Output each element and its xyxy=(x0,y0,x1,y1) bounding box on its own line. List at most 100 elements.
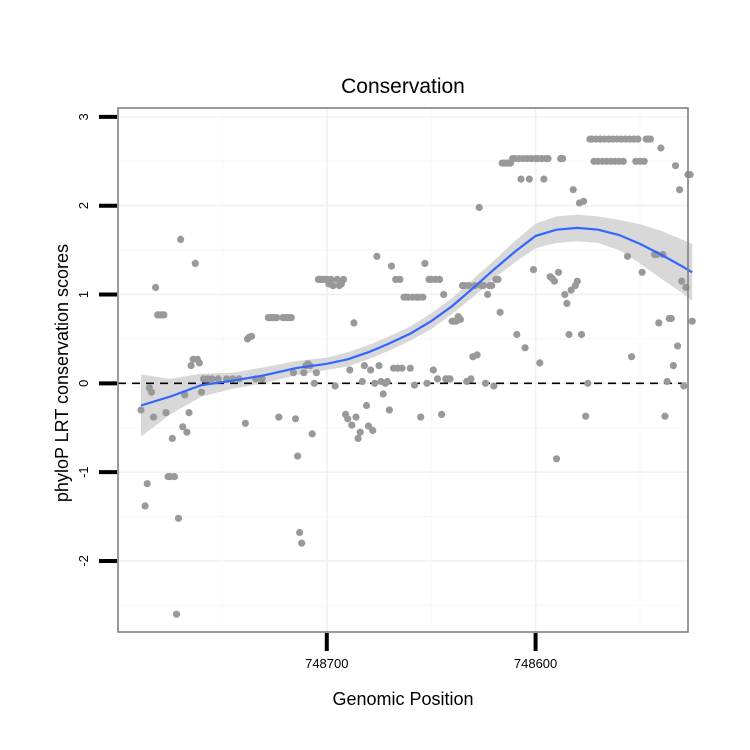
data-point xyxy=(141,502,149,510)
data-point xyxy=(183,428,191,436)
data-point xyxy=(529,266,538,274)
data-point xyxy=(177,235,185,243)
data-point xyxy=(484,290,492,299)
data-point xyxy=(348,421,356,429)
data-point xyxy=(241,419,249,427)
data-point xyxy=(289,369,297,377)
data-point xyxy=(387,262,396,270)
data-point xyxy=(291,415,300,423)
data-point xyxy=(344,415,352,423)
data-point xyxy=(258,375,266,383)
data-point xyxy=(179,423,187,431)
data-point xyxy=(438,410,446,418)
x-tick-label: 748700 xyxy=(305,656,348,671)
data-point xyxy=(676,186,684,194)
data-point xyxy=(565,330,573,339)
data-point xyxy=(383,377,391,386)
data-point xyxy=(354,434,362,442)
data-point xyxy=(379,390,387,398)
plot-frame xyxy=(117,107,689,633)
data-point xyxy=(346,366,354,374)
data-point xyxy=(429,366,437,374)
data-point xyxy=(667,314,675,323)
data-point xyxy=(352,413,360,421)
data-point xyxy=(688,317,696,325)
data-point xyxy=(435,275,444,283)
data-point xyxy=(423,379,431,387)
data-point xyxy=(369,426,377,434)
data-point xyxy=(185,409,193,417)
data-points xyxy=(137,135,696,618)
data-point xyxy=(640,157,648,165)
data-point xyxy=(147,388,155,396)
data-point xyxy=(421,259,429,267)
data-point xyxy=(680,382,688,390)
data-point xyxy=(356,428,364,436)
data-point xyxy=(195,359,203,367)
data-point xyxy=(174,514,183,522)
data-point xyxy=(172,610,181,618)
data-point xyxy=(488,282,496,290)
data-point xyxy=(465,282,473,290)
data-point xyxy=(467,375,475,383)
data-point xyxy=(170,473,178,481)
data-point xyxy=(298,539,306,547)
chart-title: Conservation xyxy=(341,75,465,98)
data-point xyxy=(628,353,636,361)
data-point xyxy=(517,175,525,183)
data-point xyxy=(371,379,379,387)
y-tick-label: 1 xyxy=(76,291,91,298)
data-point xyxy=(678,277,686,285)
confidence-band xyxy=(141,214,693,437)
data-point xyxy=(143,480,151,488)
data-point xyxy=(310,379,318,387)
data-point xyxy=(569,186,577,194)
data-point xyxy=(577,330,586,339)
data-point xyxy=(214,375,222,383)
data-point xyxy=(360,362,368,370)
data-point xyxy=(573,277,581,285)
y-tick-label: 0 xyxy=(76,380,91,387)
data-point xyxy=(619,157,627,165)
data-point xyxy=(552,455,561,463)
data-point xyxy=(406,364,414,372)
data-point xyxy=(350,319,358,327)
data-point xyxy=(663,377,671,386)
data-point xyxy=(433,375,442,383)
data-point xyxy=(300,369,308,377)
x-axis-ticks: 748700 748600 xyxy=(305,633,557,671)
data-point xyxy=(475,203,483,212)
data-point xyxy=(208,375,216,383)
data-point xyxy=(554,268,563,276)
data-point xyxy=(367,366,375,374)
y-tick-label: -2 xyxy=(76,555,91,567)
data-point xyxy=(287,314,295,322)
data-point xyxy=(308,430,316,438)
data-point xyxy=(149,413,158,421)
data-point xyxy=(525,175,533,183)
data-point xyxy=(181,391,189,399)
data-point xyxy=(187,362,195,370)
data-point xyxy=(152,283,160,291)
y-tick-label: 3 xyxy=(76,113,91,120)
data-point xyxy=(327,275,335,283)
data-point xyxy=(396,275,404,283)
data-point xyxy=(329,282,337,290)
smooth-trend-line xyxy=(140,226,693,407)
data-point xyxy=(358,377,366,386)
y-axis-ticks: -2 -1 0 1 2 3 xyxy=(76,113,117,567)
data-point xyxy=(496,308,504,316)
data-point xyxy=(273,314,281,322)
data-point xyxy=(162,409,170,417)
data-point xyxy=(275,413,283,421)
data-point xyxy=(584,379,592,387)
data-point xyxy=(521,344,529,352)
data-point xyxy=(294,452,302,460)
data-point xyxy=(671,162,680,170)
data-point xyxy=(375,362,383,370)
data-point xyxy=(333,275,341,283)
data-point xyxy=(536,359,544,367)
data-point xyxy=(248,332,256,340)
data-point xyxy=(339,275,348,283)
data-point xyxy=(160,311,168,319)
